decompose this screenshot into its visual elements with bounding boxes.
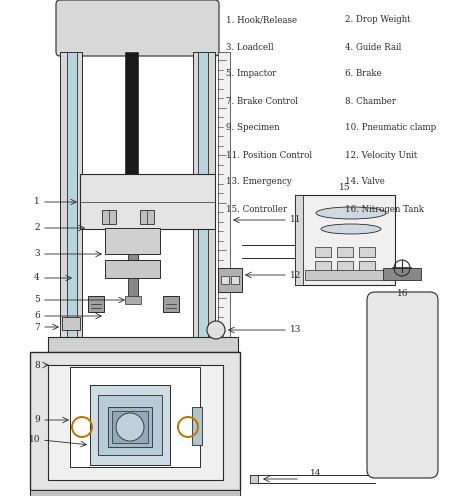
Bar	[105, 228, 160, 254]
Text: 5: 5	[34, 296, 40, 305]
Text: 7: 7	[34, 322, 40, 331]
Bar	[192, 407, 202, 445]
Text: 10. Pneumatic clamp: 10. Pneumatic clamp	[345, 124, 436, 132]
Bar	[359, 261, 375, 271]
Bar	[305, 270, 385, 280]
Text: 11: 11	[290, 215, 301, 225]
FancyBboxPatch shape	[367, 292, 438, 478]
Text: 9. Specimen: 9. Specimen	[226, 124, 280, 132]
Text: 16. Nitrogen Tank: 16. Nitrogen Tank	[345, 204, 424, 213]
Text: 4: 4	[34, 273, 40, 283]
Bar	[105, 260, 160, 278]
Bar	[218, 52, 230, 347]
Text: 2: 2	[35, 224, 40, 233]
Text: 13: 13	[290, 325, 301, 334]
Text: 6. Brake: 6. Brake	[345, 69, 382, 78]
Bar	[30, 490, 240, 496]
Circle shape	[207, 321, 225, 339]
Text: 11. Position Control: 11. Position Control	[226, 150, 312, 160]
Text: 15. Controller: 15. Controller	[226, 204, 287, 213]
Text: 8: 8	[34, 361, 40, 370]
Text: 12: 12	[290, 270, 301, 280]
Bar	[359, 247, 375, 257]
Bar	[250, 475, 258, 483]
Bar	[125, 296, 141, 304]
Bar	[67, 52, 77, 347]
Text: 14: 14	[310, 469, 321, 478]
Bar	[163, 296, 179, 312]
Text: 5. Impactor: 5. Impactor	[226, 69, 276, 78]
Text: 7. Brake Control: 7. Brake Control	[226, 97, 298, 106]
Bar	[102, 210, 116, 224]
Ellipse shape	[321, 224, 381, 234]
Bar	[337, 247, 353, 257]
Text: 3: 3	[35, 249, 40, 258]
Bar	[315, 247, 331, 257]
Text: 15: 15	[339, 184, 351, 192]
Circle shape	[116, 413, 144, 441]
Text: 4. Guide Rail: 4. Guide Rail	[345, 43, 401, 52]
Text: 1. Hook/Release: 1. Hook/Release	[226, 15, 297, 24]
Bar	[80, 174, 215, 229]
Bar	[112, 411, 148, 443]
Bar	[337, 261, 353, 271]
Bar	[125, 52, 138, 220]
Bar	[62, 317, 80, 330]
Text: 12. Velocity Unit: 12. Velocity Unit	[345, 150, 417, 160]
Bar	[60, 52, 82, 347]
Text: 10: 10	[28, 435, 40, 444]
Text: 1: 1	[34, 197, 40, 206]
Text: 2. Drop Weight: 2. Drop Weight	[345, 15, 410, 24]
Text: 9: 9	[34, 416, 40, 425]
Bar	[198, 52, 208, 347]
Bar	[295, 195, 395, 285]
Text: 14. Valve: 14. Valve	[345, 178, 385, 186]
Bar	[140, 210, 154, 224]
Bar	[128, 254, 138, 298]
Text: 13. Emergency: 13. Emergency	[226, 178, 292, 186]
Bar	[30, 352, 240, 490]
Bar	[108, 407, 152, 447]
Bar	[231, 276, 239, 284]
Bar	[221, 276, 229, 284]
Bar	[218, 268, 242, 292]
Bar	[383, 268, 421, 280]
Bar	[98, 395, 162, 455]
Bar	[295, 195, 303, 285]
Ellipse shape	[316, 207, 386, 219]
Bar	[48, 337, 238, 352]
FancyBboxPatch shape	[56, 0, 219, 56]
Text: 8. Chamber: 8. Chamber	[345, 97, 396, 106]
Bar	[90, 385, 170, 465]
Bar	[48, 365, 223, 480]
Text: 6: 6	[34, 311, 40, 320]
Text: 16: 16	[397, 289, 409, 298]
Text: 3. Loadcell: 3. Loadcell	[226, 43, 273, 52]
Bar	[193, 52, 215, 347]
Bar	[88, 296, 104, 312]
Bar	[70, 367, 200, 467]
Bar	[315, 261, 331, 271]
